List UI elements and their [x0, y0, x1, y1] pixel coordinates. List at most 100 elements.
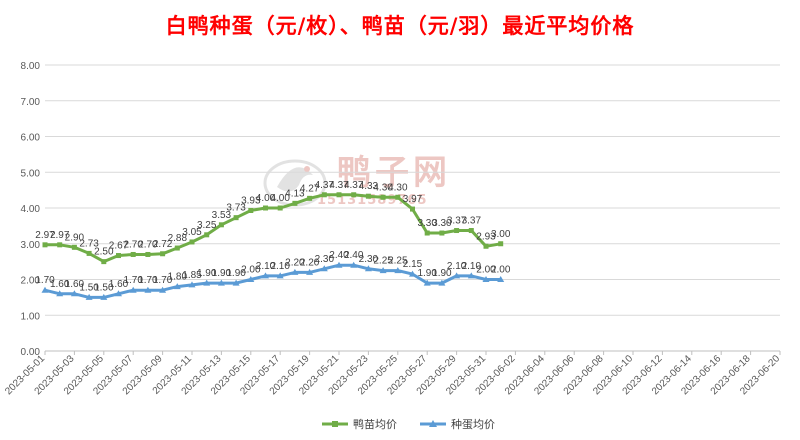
data-point [86, 250, 92, 256]
data-point [394, 267, 402, 274]
legend-label: 种蛋均价 [451, 417, 495, 431]
y-tick-label: 6.00 [21, 133, 41, 144]
data-point [189, 239, 195, 245]
data-point [292, 200, 298, 206]
data-label: 2.50 [94, 247, 114, 258]
data-label: 2.00 [476, 265, 496, 276]
data-label: 3.00 [491, 229, 511, 240]
data-label: 3.05 [182, 227, 202, 238]
data-point [263, 205, 268, 211]
data-label: 2.20 [300, 257, 320, 268]
data-label: 2.40 [344, 250, 364, 261]
data-point [497, 276, 505, 282]
data-point [482, 276, 490, 282]
data-label: 1.70 [153, 275, 173, 286]
data-point [115, 290, 122, 297]
watermark: 鸭子网 15131589765 [255, 145, 485, 215]
y-tick-label: 7.00 [21, 97, 41, 108]
data-label: 2.97 [50, 230, 70, 241]
data-label: 1.70 [123, 275, 143, 286]
y-tick-label: 3.00 [21, 240, 41, 251]
data-point [248, 208, 254, 214]
legend-marker [332, 421, 338, 427]
data-label: 2.88 [168, 233, 188, 244]
data-point [483, 243, 489, 249]
data-label: 3.30 [417, 218, 437, 229]
data-point [144, 286, 152, 293]
y-tick-label: 1.00 [21, 311, 41, 322]
data-label: 3.37 [447, 216, 467, 227]
data-label: 1.50 [79, 282, 99, 293]
legend-label: 鸭苗均价 [353, 418, 397, 431]
data-point [306, 268, 314, 275]
data-point [160, 251, 166, 257]
data-point [336, 192, 342, 198]
data-label: 1.60 [109, 279, 129, 290]
data-label: 2.25 [388, 256, 408, 267]
data-point [159, 286, 167, 293]
data-point [365, 193, 371, 199]
data-label: 2.73 [79, 238, 99, 249]
data-label: 4.00 [270, 193, 290, 204]
data-label: 2.40 [329, 250, 349, 261]
data-label: 3.25 [197, 220, 217, 231]
data-label: 4.30 [373, 182, 393, 193]
data-point [335, 261, 343, 268]
data-label: 1.60 [50, 279, 70, 290]
data-point [41, 286, 49, 293]
data-label: 2.72 [153, 239, 173, 250]
data-point [468, 228, 474, 234]
data-label: 3.97 [403, 194, 423, 205]
data-label: 4.13 [285, 188, 305, 199]
data-point [70, 290, 78, 297]
data-label: 1.90 [197, 268, 217, 279]
data-point [85, 293, 93, 300]
data-label: 2.90 [65, 232, 85, 243]
data-point [101, 259, 107, 265]
data-point [410, 206, 415, 212]
y-tick-label: 0.00 [21, 347, 41, 358]
data-point [100, 293, 108, 300]
data-label: 2.70 [138, 239, 158, 250]
data-label: 4.37 [329, 180, 349, 191]
y-tick-label: 4.00 [21, 204, 41, 215]
data-label: 4.27 [300, 183, 320, 194]
y-tick-label: 5.00 [21, 168, 41, 179]
data-point [380, 194, 386, 200]
data-point [57, 242, 63, 248]
data-point [395, 194, 401, 200]
data-label: 3.30 [432, 218, 452, 229]
data-label: 1.90 [417, 268, 437, 279]
data-label: 2.00 [241, 265, 261, 276]
data-point [423, 279, 431, 286]
data-point [350, 261, 358, 268]
watermark-brand: 鸭子网 [337, 153, 451, 193]
data-label: 4.30 [388, 182, 408, 193]
data-label: 2.97 [35, 230, 55, 241]
data-point [351, 192, 357, 198]
data-point [364, 265, 372, 272]
data-point [129, 286, 137, 293]
data-point [276, 272, 284, 279]
data-label: 1.90 [226, 268, 246, 279]
data-label: 2.00 [491, 265, 511, 276]
data-label: 1.70 [138, 275, 158, 286]
data-point [277, 205, 283, 211]
data-point [424, 230, 430, 236]
data-point [188, 281, 196, 288]
data-label: 4.33 [359, 181, 379, 192]
data-label: 2.10 [462, 261, 482, 272]
legend-marker [429, 420, 437, 427]
data-label: 2.10 [447, 261, 467, 272]
data-label: 2.30 [315, 254, 335, 265]
data-point [204, 232, 210, 238]
data-point [291, 268, 299, 275]
data-label: 2.10 [270, 261, 290, 272]
data-point [42, 242, 48, 248]
data-point [262, 272, 269, 279]
data-label: 4.00 [256, 193, 276, 204]
data-point [232, 279, 240, 286]
data-label: 4.37 [344, 180, 364, 191]
data-label: 1.90 [212, 268, 232, 279]
